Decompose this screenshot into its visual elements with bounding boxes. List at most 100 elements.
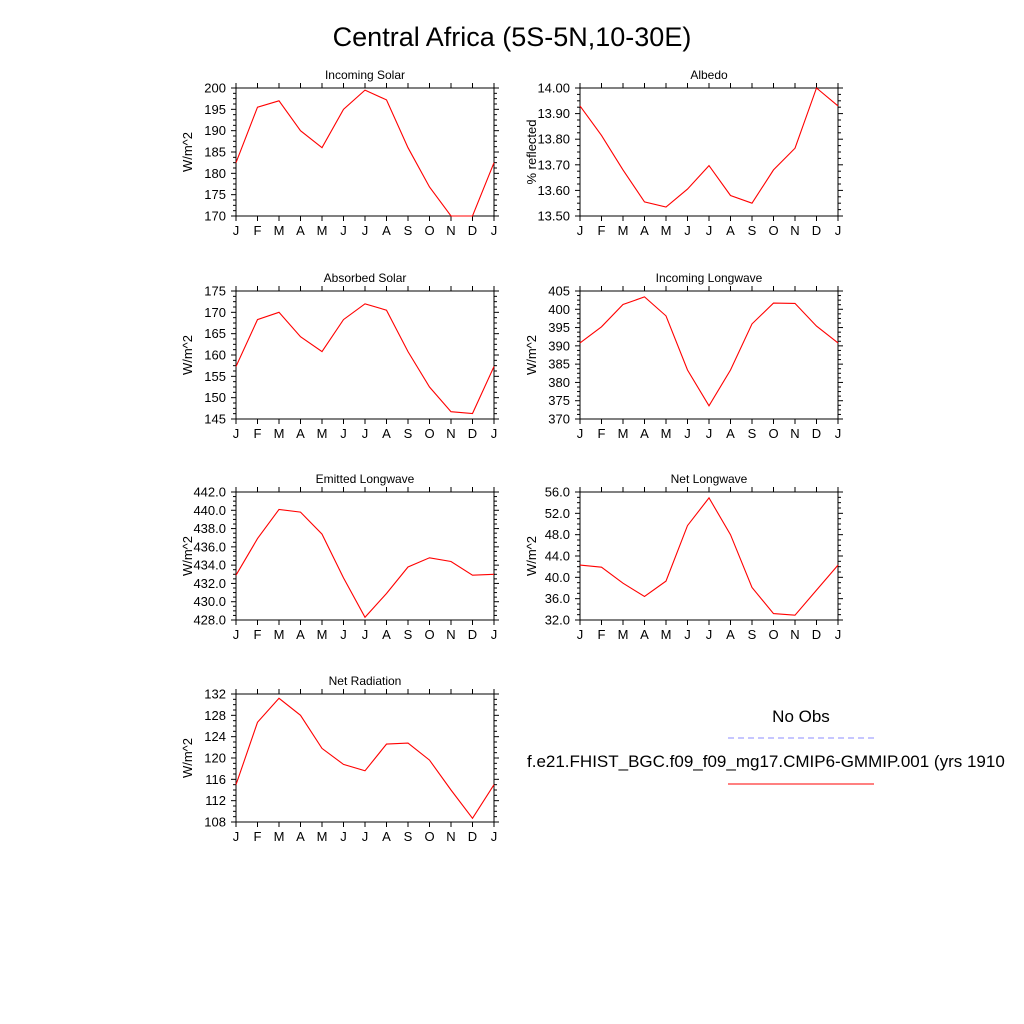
x-tick-label: A: [726, 627, 735, 642]
y-tick-label: 195: [204, 102, 226, 117]
x-tick-label: M: [317, 426, 328, 441]
y-tick-label: 175: [204, 284, 226, 299]
x-tick-label: O: [768, 223, 778, 238]
y-axis-label: % reflected: [524, 119, 539, 184]
x-tick-label: J: [362, 829, 369, 844]
y-tick-label: 150: [204, 390, 226, 405]
x-tick-label: J: [233, 223, 240, 238]
x-tick-label: J: [491, 627, 498, 642]
x-tick-label: M: [317, 829, 328, 844]
y-tick-label: 13.60: [537, 183, 570, 198]
plot-frame: [235, 491, 495, 621]
x-tick-label: J: [233, 426, 240, 441]
y-tick-label: 128: [204, 708, 226, 723]
x-tick-label: A: [382, 829, 391, 844]
y-tick-label: 14.00: [537, 81, 570, 96]
y-tick-label: 190: [204, 123, 226, 138]
x-tick-label: A: [382, 426, 391, 441]
y-tick-label: 40.0: [545, 570, 570, 585]
x-tick-label: N: [790, 627, 799, 642]
legend: No Obs f.e21.FHIST_BGC.f09_f09_mg17.CMIP…: [527, 707, 1005, 785]
plot-frame: [579, 491, 839, 621]
y-axis-label: W/m^2: [180, 738, 195, 778]
x-tick-label: J: [362, 627, 369, 642]
x-tick-label: O: [424, 426, 434, 441]
x-tick-label: A: [640, 223, 649, 238]
y-tick-label: 48.0: [545, 527, 570, 542]
chart-title: Incoming Longwave: [656, 271, 763, 285]
x-tick-label: J: [491, 829, 498, 844]
y-tick-label: 170: [204, 209, 226, 224]
x-tick-label: F: [254, 426, 262, 441]
x-tick-label: S: [748, 426, 757, 441]
y-tick-label: 400: [548, 302, 570, 317]
x-tick-label: D: [468, 829, 477, 844]
x-tick-label: F: [598, 627, 606, 642]
x-tick-label: M: [274, 627, 285, 642]
x-tick-label: D: [468, 426, 477, 441]
y-tick-label: 36.0: [545, 591, 570, 606]
x-tick-label: A: [726, 426, 735, 441]
x-tick-label: N: [446, 223, 455, 238]
x-tick-label: J: [340, 627, 347, 642]
y-tick-label: 440.0: [193, 503, 226, 518]
chart-title: Net Longwave: [671, 472, 748, 486]
y-axis-label: W/m^2: [180, 536, 195, 576]
series-line: [579, 496, 839, 616]
x-tick-label: J: [362, 426, 369, 441]
x-tick-label: S: [748, 627, 757, 642]
x-tick-label: J: [340, 223, 347, 238]
y-tick-label: 13.80: [537, 132, 570, 147]
plot-frame: [235, 87, 495, 217]
y-tick-label: 370: [548, 412, 570, 427]
x-tick-label: A: [640, 426, 649, 441]
x-tick-label: J: [233, 627, 240, 642]
x-tick-label: A: [382, 223, 391, 238]
chart-panel: Emitted Longwave 428.0 430.0 432.0 434.0 436.…: [180, 472, 499, 642]
x-tick-label: A: [296, 223, 305, 238]
x-tick-label: J: [340, 829, 347, 844]
chart-title: Absorbed Solar: [324, 271, 407, 285]
x-tick-label: M: [274, 426, 285, 441]
x-tick-label: A: [296, 426, 305, 441]
x-tick-label: S: [748, 223, 757, 238]
chart-panel: Incoming Longwave 370 375 380 385 390 395 400 40…: [524, 271, 843, 441]
y-tick-label: 32.0: [545, 613, 570, 628]
y-tick-label: 442.0: [193, 485, 226, 500]
chart-title: Albedo: [690, 68, 728, 82]
plot-frame: [579, 87, 839, 217]
chart-title: Emitted Longwave: [316, 472, 415, 486]
series-line: [235, 697, 495, 820]
legend-model-label: f.e21.FHIST_BGC.f09_f09_mg17.CMIP6-GMMIP…: [527, 752, 1005, 771]
x-tick-label: J: [706, 223, 713, 238]
y-tick-label: 185: [204, 145, 226, 160]
x-tick-label: J: [577, 223, 584, 238]
x-tick-label: M: [317, 223, 328, 238]
plot-frame: [235, 693, 495, 823]
y-tick-label: 434.0: [193, 558, 226, 573]
x-tick-label: F: [254, 223, 262, 238]
y-axis-label: W/m^2: [524, 536, 539, 576]
x-tick-label: J: [684, 627, 691, 642]
x-tick-label: M: [618, 223, 629, 238]
x-tick-label: A: [382, 627, 391, 642]
x-tick-label: M: [274, 829, 285, 844]
y-tick-label: 13.50: [537, 209, 570, 224]
chart-title: Incoming Solar: [325, 68, 405, 82]
x-tick-label: J: [835, 426, 842, 441]
x-tick-label: J: [577, 627, 584, 642]
x-tick-label: M: [618, 627, 629, 642]
x-tick-label: D: [812, 426, 821, 441]
x-tick-label: O: [424, 829, 434, 844]
x-tick-label: F: [598, 426, 606, 441]
y-tick-label: 56.0: [545, 485, 570, 500]
y-tick-label: 155: [204, 369, 226, 384]
y-tick-label: 116: [205, 772, 226, 787]
y-tick-label: 375: [548, 393, 570, 408]
x-tick-label: S: [404, 426, 413, 441]
x-tick-label: M: [661, 426, 672, 441]
